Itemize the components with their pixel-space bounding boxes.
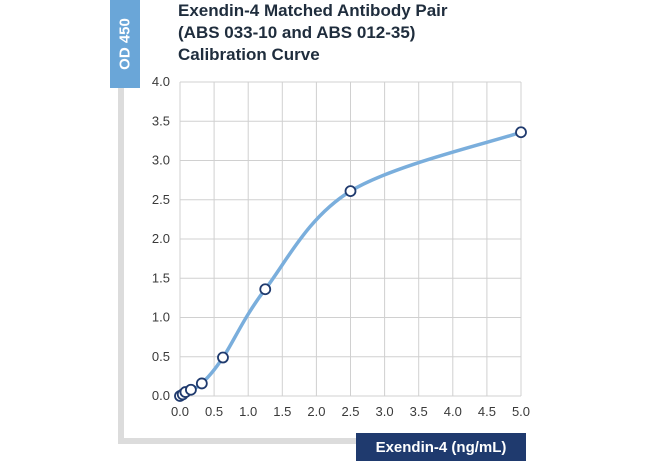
data-point xyxy=(217,351,229,364)
data-point xyxy=(515,126,527,139)
x-tick-label: 4.5 xyxy=(478,404,496,419)
title-line-1: Exendin-4 Matched Antibody Pair xyxy=(178,1,448,20)
y-axis-label-box xyxy=(110,0,140,88)
x-tick-label: 3.5 xyxy=(410,404,428,419)
y-tick-label: 1.0 xyxy=(152,310,170,325)
y-tick-label: 3.5 xyxy=(152,113,170,128)
y-tick-label: 0.0 xyxy=(152,388,170,403)
y-tick-label: 1.5 xyxy=(152,270,170,285)
y-tick-label: 2.0 xyxy=(152,231,170,246)
axis-frame-horizontal xyxy=(118,438,356,444)
x-tick-label: 0.0 xyxy=(171,404,189,419)
y-tick-label: 3.0 xyxy=(152,153,170,168)
x-tick-label: 1.0 xyxy=(239,404,257,419)
y-tick-label: 4.0 xyxy=(152,74,170,89)
data-point xyxy=(195,377,208,390)
x-tick-label: 3.0 xyxy=(376,404,394,419)
y-tick-label: 2.5 xyxy=(152,192,170,207)
x-tick-label: 0.5 xyxy=(205,404,223,419)
chart-title: Exendin-4 Matched Antibody Pair (ABS 033… xyxy=(178,0,598,66)
x-tick-label: 4.0 xyxy=(444,404,462,419)
axis-frame-vertical xyxy=(118,88,124,444)
data-point xyxy=(344,185,357,198)
x-tick-label: 5.0 xyxy=(512,404,530,419)
data-point xyxy=(185,383,197,396)
title-line-2: (ABS 033-10 and ABS 012-35) xyxy=(178,23,416,42)
x-tick-label: 2.0 xyxy=(307,404,325,419)
y-tick-label: 0.5 xyxy=(152,349,170,364)
x-tick-label: 2.5 xyxy=(341,404,359,419)
x-axis-label: Exendin-4 (ng/mL) xyxy=(356,433,526,461)
data-point xyxy=(259,283,272,296)
title-line-3: Calibration Curve xyxy=(178,45,320,64)
x-tick-label: 1.5 xyxy=(273,404,291,419)
